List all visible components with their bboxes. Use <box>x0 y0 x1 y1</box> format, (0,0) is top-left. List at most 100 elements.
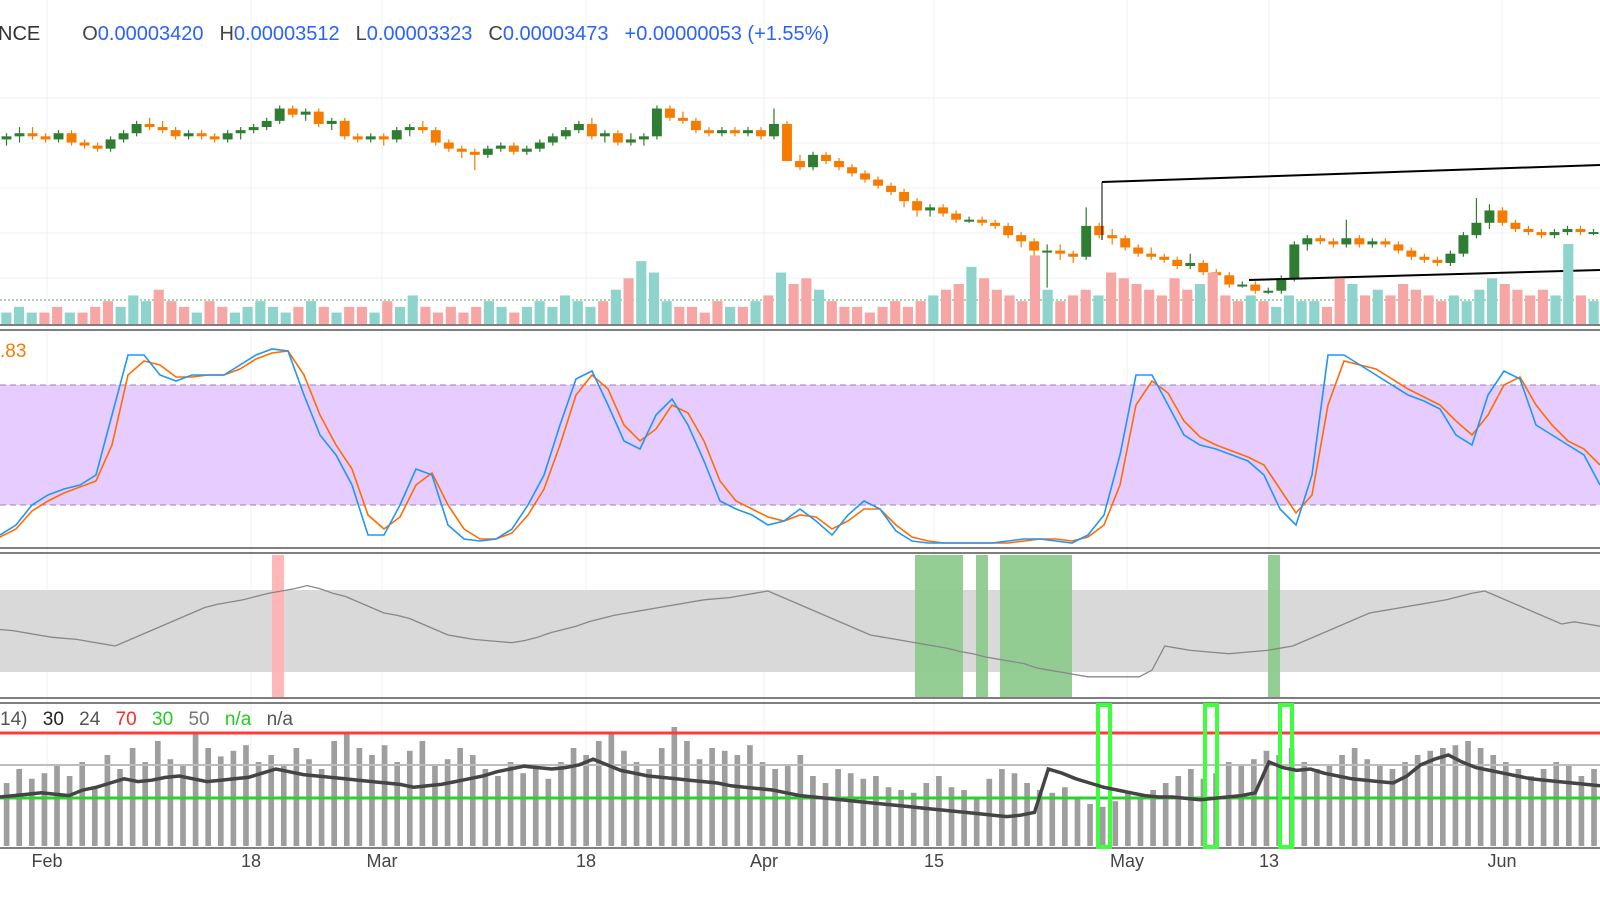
candle-body <box>53 133 64 140</box>
rsi-bar <box>1062 787 1068 846</box>
volume-bar <box>547 306 558 324</box>
candle-body <box>1185 262 1196 267</box>
candle-body <box>118 133 129 140</box>
candle-body <box>1055 250 1066 254</box>
candle-body <box>1120 238 1131 248</box>
volume-bar <box>344 306 355 324</box>
candle-body <box>404 127 415 131</box>
volume-bar <box>217 306 228 324</box>
rsi-bar <box>154 741 161 846</box>
rsi-bar <box>1137 797 1144 846</box>
rsi-bar <box>1036 790 1043 846</box>
rsi-bar <box>255 762 262 846</box>
rsi-legend-value: 70 <box>115 709 137 730</box>
high-value: 0.00003512 <box>233 22 340 45</box>
high-key: H <box>219 22 234 45</box>
volume-bar <box>179 306 190 324</box>
candle-body <box>66 133 77 143</box>
rsi-signal-marker <box>1096 703 1112 849</box>
candle-body <box>248 127 259 131</box>
volume-bar <box>1499 284 1510 324</box>
candle-body <box>209 136 220 140</box>
rsi-bar <box>810 776 816 846</box>
rsi-bar <box>41 773 48 846</box>
candle-body <box>704 130 714 134</box>
candle-body <box>938 207 949 214</box>
rsi-legend-value: 24 <box>79 709 101 730</box>
rsi-bar <box>822 783 829 846</box>
rsi-bar <box>306 759 312 846</box>
rsi-bar <box>1049 792 1056 846</box>
symbol-label: NCE <box>0 22 41 45</box>
volume-bar <box>699 312 710 324</box>
rsi-bar <box>91 787 98 846</box>
rsi-bar <box>142 762 149 846</box>
open-value: 0.00003420 <box>97 22 204 45</box>
rsi-bar <box>1087 804 1093 846</box>
rsi-bar <box>973 797 980 846</box>
candle-body <box>456 148 467 152</box>
candle-body <box>430 130 441 143</box>
rsi-bar <box>847 773 854 846</box>
candle-body <box>261 120 272 128</box>
volume-bar <box>306 301 317 324</box>
candle-body <box>40 136 51 140</box>
x-tick-label: 15 <box>923 851 945 871</box>
rsi-bar <box>318 769 325 846</box>
rsi-bar <box>608 734 615 846</box>
open-key: O <box>82 22 98 45</box>
volume-bar <box>560 295 571 324</box>
candle-body <box>690 120 701 131</box>
volume-bar <box>534 301 545 324</box>
volume-bar <box>1106 272 1117 324</box>
rsi-bar <box>1162 783 1169 846</box>
candle-body <box>1458 235 1469 254</box>
rsi-bar <box>444 759 451 846</box>
candle-body <box>912 201 923 211</box>
rsi-bar <box>3 783 10 846</box>
volume-bar <box>52 306 63 324</box>
channel-upper-line <box>1101 164 1600 183</box>
candle-body <box>287 108 298 115</box>
trend-band <box>0 590 1600 672</box>
rsi-legend-value: 30 <box>42 709 64 730</box>
rsi-bar <box>1301 762 1308 846</box>
rsi-bar <box>1490 755 1497 846</box>
volume-bar <box>1334 278 1345 324</box>
rsi-legend-prefix: 14) <box>0 709 28 730</box>
volume-bar <box>1550 295 1561 324</box>
stoch-d-line <box>0 350 1600 544</box>
volume-bar <box>13 306 25 324</box>
rsi-bar <box>79 762 86 846</box>
volume-bar <box>267 306 279 324</box>
volume-bar <box>1004 295 1015 324</box>
candle-body <box>1198 262 1209 273</box>
volume-bar <box>610 289 621 324</box>
candle-body <box>1497 210 1508 223</box>
volume-bar <box>1385 295 1396 324</box>
candle-body <box>1562 228 1573 233</box>
volume-bar <box>1410 289 1421 324</box>
candle-body <box>717 130 727 134</box>
rsi-legend-value: n/a <box>266 709 293 730</box>
x-tick-label: 18 <box>575 851 597 871</box>
channel-lower-line <box>1248 269 1600 281</box>
candle-body <box>977 219 988 223</box>
candle-body <box>1328 241 1339 245</box>
candle-body <box>495 145 506 149</box>
volume-bar <box>1194 284 1206 324</box>
volume-bar <box>1309 301 1320 324</box>
rsi-bar <box>167 759 174 846</box>
candle-body <box>547 136 558 143</box>
rsi-bar <box>1150 790 1156 846</box>
volume-bar <box>229 312 240 324</box>
rsi-bar <box>671 727 678 846</box>
rsi-signal-marker <box>1278 703 1294 849</box>
rsi-bar <box>16 769 23 846</box>
candle-body <box>756 130 766 137</box>
volume-bar <box>839 306 850 324</box>
rsi-bar <box>885 787 892 846</box>
rsi-bar <box>469 755 476 846</box>
candle-body <box>821 154 831 162</box>
rsi-bar <box>381 745 388 846</box>
